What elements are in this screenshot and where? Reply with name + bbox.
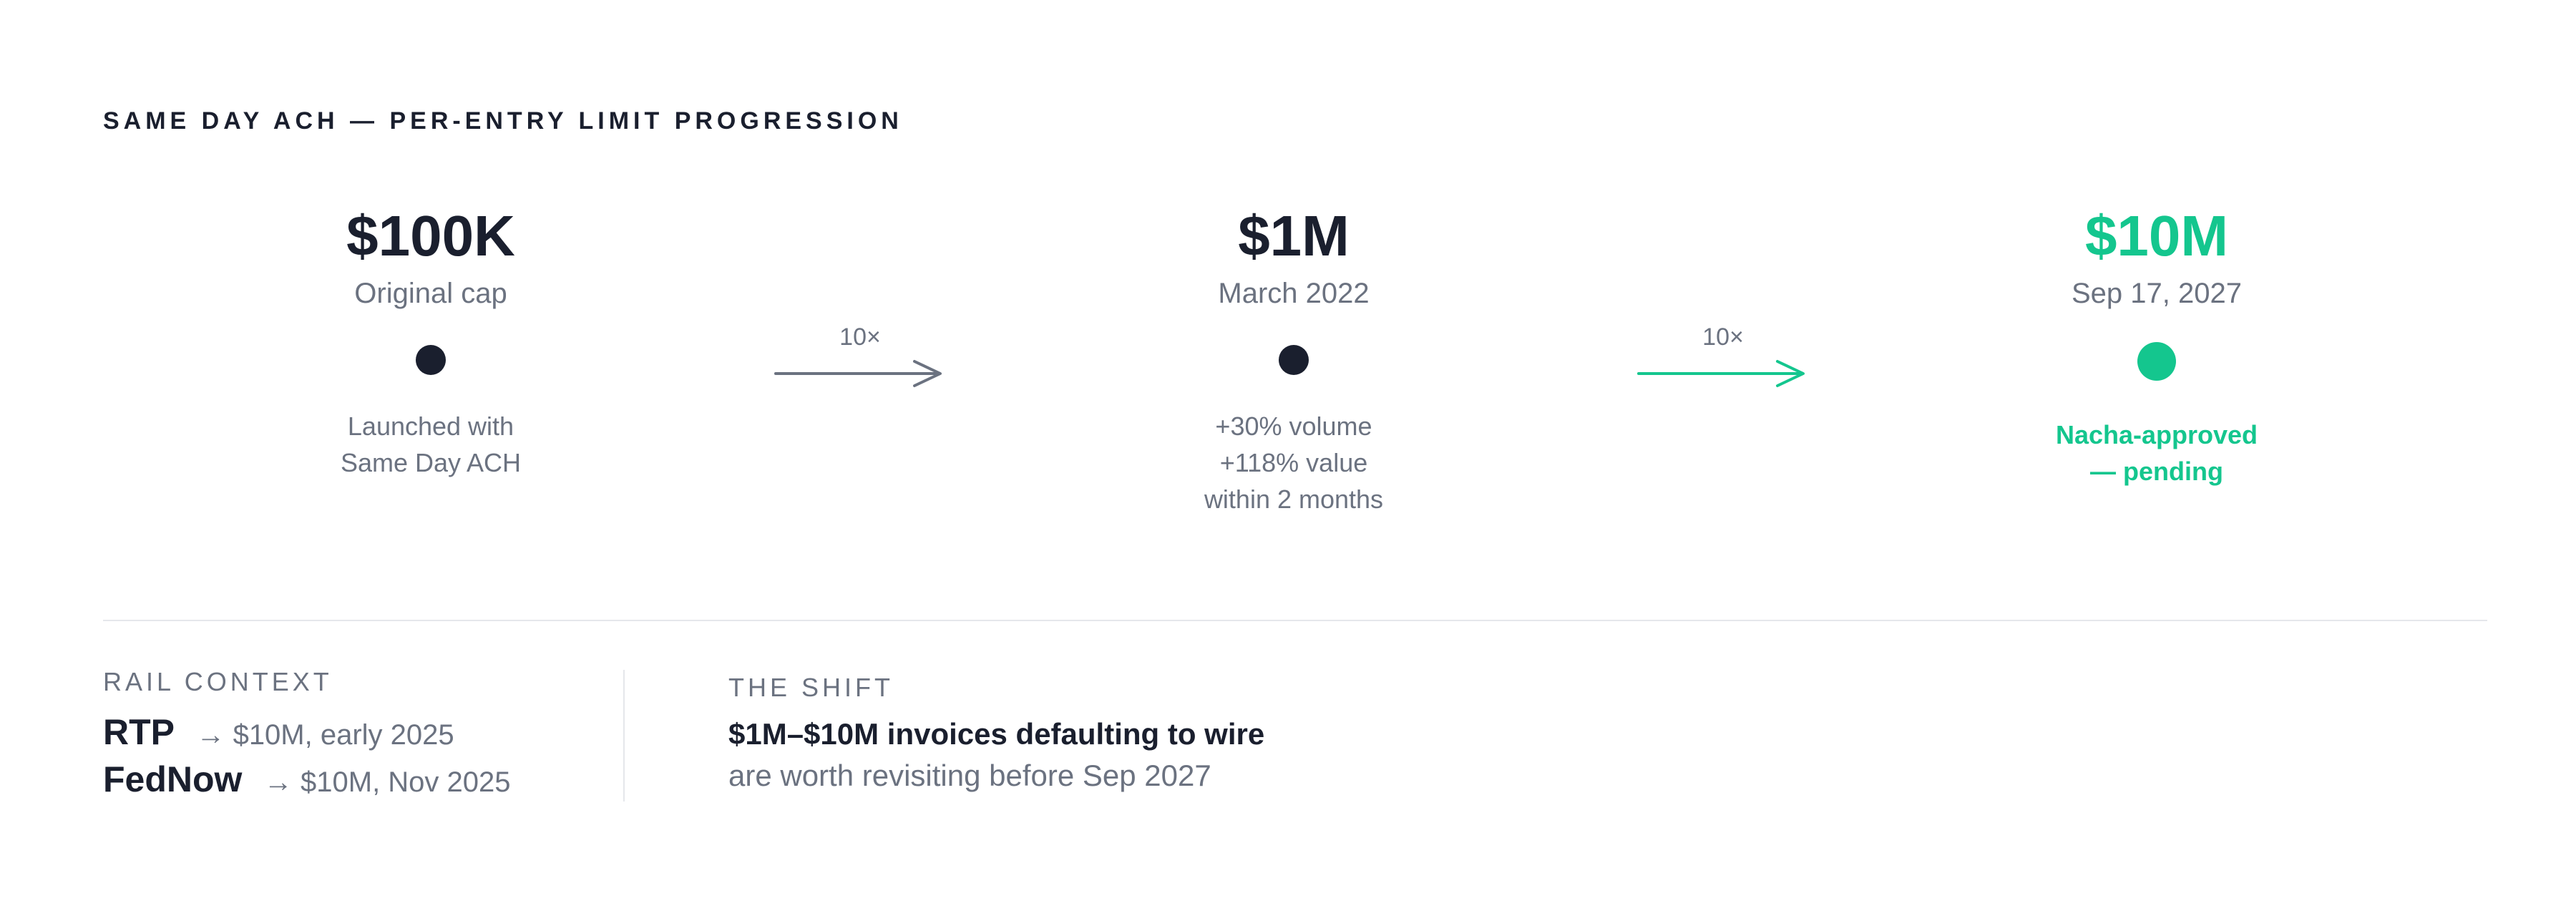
page-title: SAME DAY ACH — PER-ENTRY LIMIT PROGRESSI… [103,107,903,135]
stage-note-line: Same Day ACH [340,448,522,477]
arrow-right-icon [774,360,942,387]
rail-row-fednow: FedNow → $10M, Nov 2025 [103,759,511,800]
rail-row-rtp: RTP → $10M, early 2025 [103,711,454,753]
stage-note-line: +118% value [1219,448,1368,477]
rail-detail: → $10M, Nov 2025 [263,766,511,798]
stage-note: Nacha-approved — pending [1942,417,2371,489]
stage-note-line: — pending [2090,457,2223,486]
stage-note-line: Launched with [347,411,514,441]
stage-note: +30% volume +118% value within 2 months [1079,408,1508,517]
shift-body: are worth revisiting before Sep 2027 [728,759,1211,792]
connector-10x-second: 10× [1637,323,1809,409]
vertical-divider [623,670,625,802]
stage-date: Sep 17, 2027 [2072,278,2242,309]
rail-name: RTP [103,712,175,752]
stage-date: Original cap [354,278,507,309]
stage-note-line: +30% volume [1215,411,1372,441]
connector-10x-first: 10× [774,323,946,409]
stage-amount: $1M [1238,204,1350,268]
shift-heading: THE SHIFT [728,673,894,702]
stage-note-line: within 2 months [1204,484,1384,514]
multiplier-label: 10× [1702,323,1744,351]
stage-march-2022: $1M March 2022 +30% volume +118% value w… [1079,208,1508,522]
shift-headline: $1M–$10M invoices defaulting to wire [728,717,1265,751]
the-shift: THE SHIFT $1M–$10M invoices defaulting t… [728,673,1873,792]
rail-name: FedNow [103,759,243,799]
stage-original-cap: $100K Original cap Launched with Same Da… [216,208,645,494]
rail-context: RAIL CONTEXT RTP → $10M, early 2025 FedN… [103,667,604,799]
timeline-dot [2137,342,2176,381]
stage-date: March 2022 [1218,278,1370,309]
stage-note-line: Nacha-approved [2055,420,2258,449]
stage-amount: $100K [346,204,515,268]
stage-note: Launched with Same Day ACH [216,408,645,481]
arrow-right-icon [1637,360,1805,387]
section-divider [103,620,2487,621]
timeline-dot [1279,345,1309,375]
multiplier-label: 10× [839,323,881,351]
rail-context-heading: RAIL CONTEXT [103,667,333,696]
rail-detail: → $10M, early 2025 [196,719,454,751]
timeline-dot [416,345,446,375]
stage-amount: $10M [2084,204,2229,268]
stage-sep-2027: $10M Sep 17, 2027 Nacha-approved — pendi… [1942,208,2371,508]
